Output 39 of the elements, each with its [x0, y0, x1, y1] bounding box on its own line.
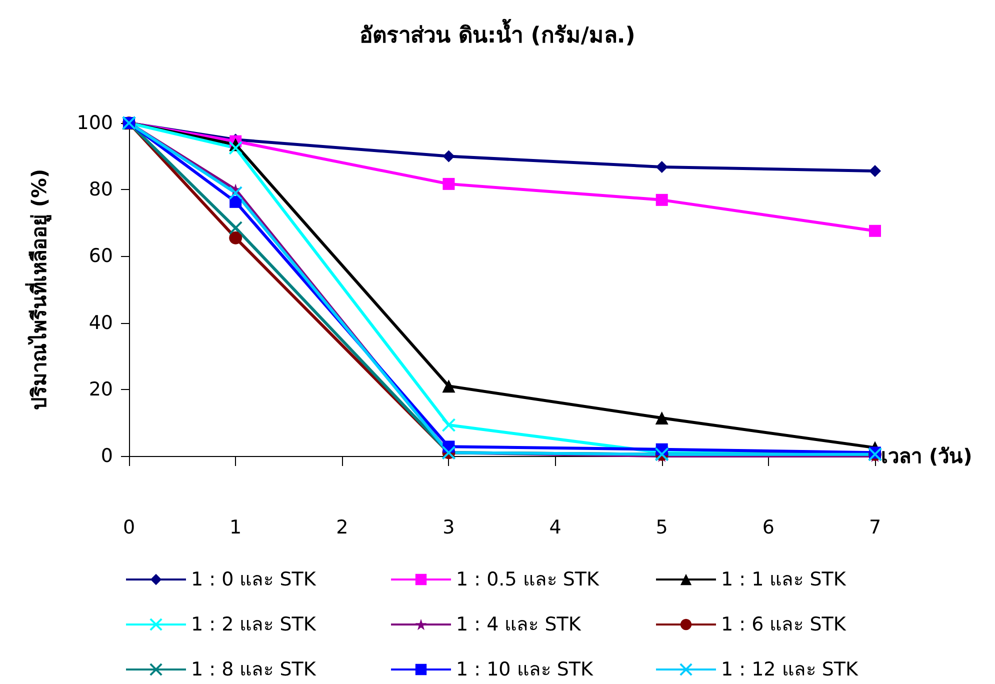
y-tick-label: 0	[100, 445, 113, 467]
point	[228, 220, 243, 235]
point	[442, 418, 456, 432]
legend-label: 1 : 0 และ STK	[191, 568, 316, 590]
legend-label: 1 : 6 และ STK	[721, 614, 846, 636]
x-tick-label: 4	[549, 516, 562, 538]
legend-label: 1 : 10 และ STK	[456, 658, 594, 680]
point	[869, 164, 881, 177]
point	[228, 186, 243, 200]
point	[656, 194, 668, 206]
legend-label: 1 : 2 และ STK	[191, 614, 316, 636]
point	[442, 150, 455, 162]
y-tick-label: 80	[88, 178, 113, 201]
y-tick-label: 40	[88, 312, 113, 334]
point	[442, 178, 455, 190]
x-tick-label: 2	[336, 516, 348, 538]
point	[656, 160, 668, 173]
x-axis-title: เวลา (วัน)	[881, 444, 972, 468]
x-tick-label: 0	[122, 516, 136, 538]
legend-label: 1 : 12 และ STK	[721, 658, 858, 680]
x-tick-label: 5	[656, 516, 668, 538]
point	[442, 380, 456, 393]
y-tick-label: 60	[88, 245, 113, 268]
x-tick-label: 7	[868, 516, 882, 538]
point	[228, 140, 243, 155]
legend-label: 1 : 1 และ STK	[721, 568, 846, 590]
y-tick-label: 20	[88, 378, 113, 400]
x-tick-label: 3	[442, 516, 455, 538]
x-tick-label: 1	[230, 516, 242, 538]
y-axis-title: ปริมาณไพรีนที่เหลืออยู่ (%)	[24, 168, 53, 410]
y-tick-label: 100	[76, 112, 113, 134]
legend-label: 1 : 8 และ STK	[191, 658, 316, 680]
legend-label: 1 : 4 และ STK	[456, 614, 582, 636]
x-tick-label: 6	[762, 516, 774, 538]
point	[869, 224, 881, 237]
chart-title: อัตราส่วน ดิน:น้ำ (กรัม/มล.)	[360, 18, 636, 48]
point	[229, 231, 242, 244]
point	[655, 412, 668, 425]
legend-label: 1 : 0.5 และ STK	[456, 568, 600, 590]
